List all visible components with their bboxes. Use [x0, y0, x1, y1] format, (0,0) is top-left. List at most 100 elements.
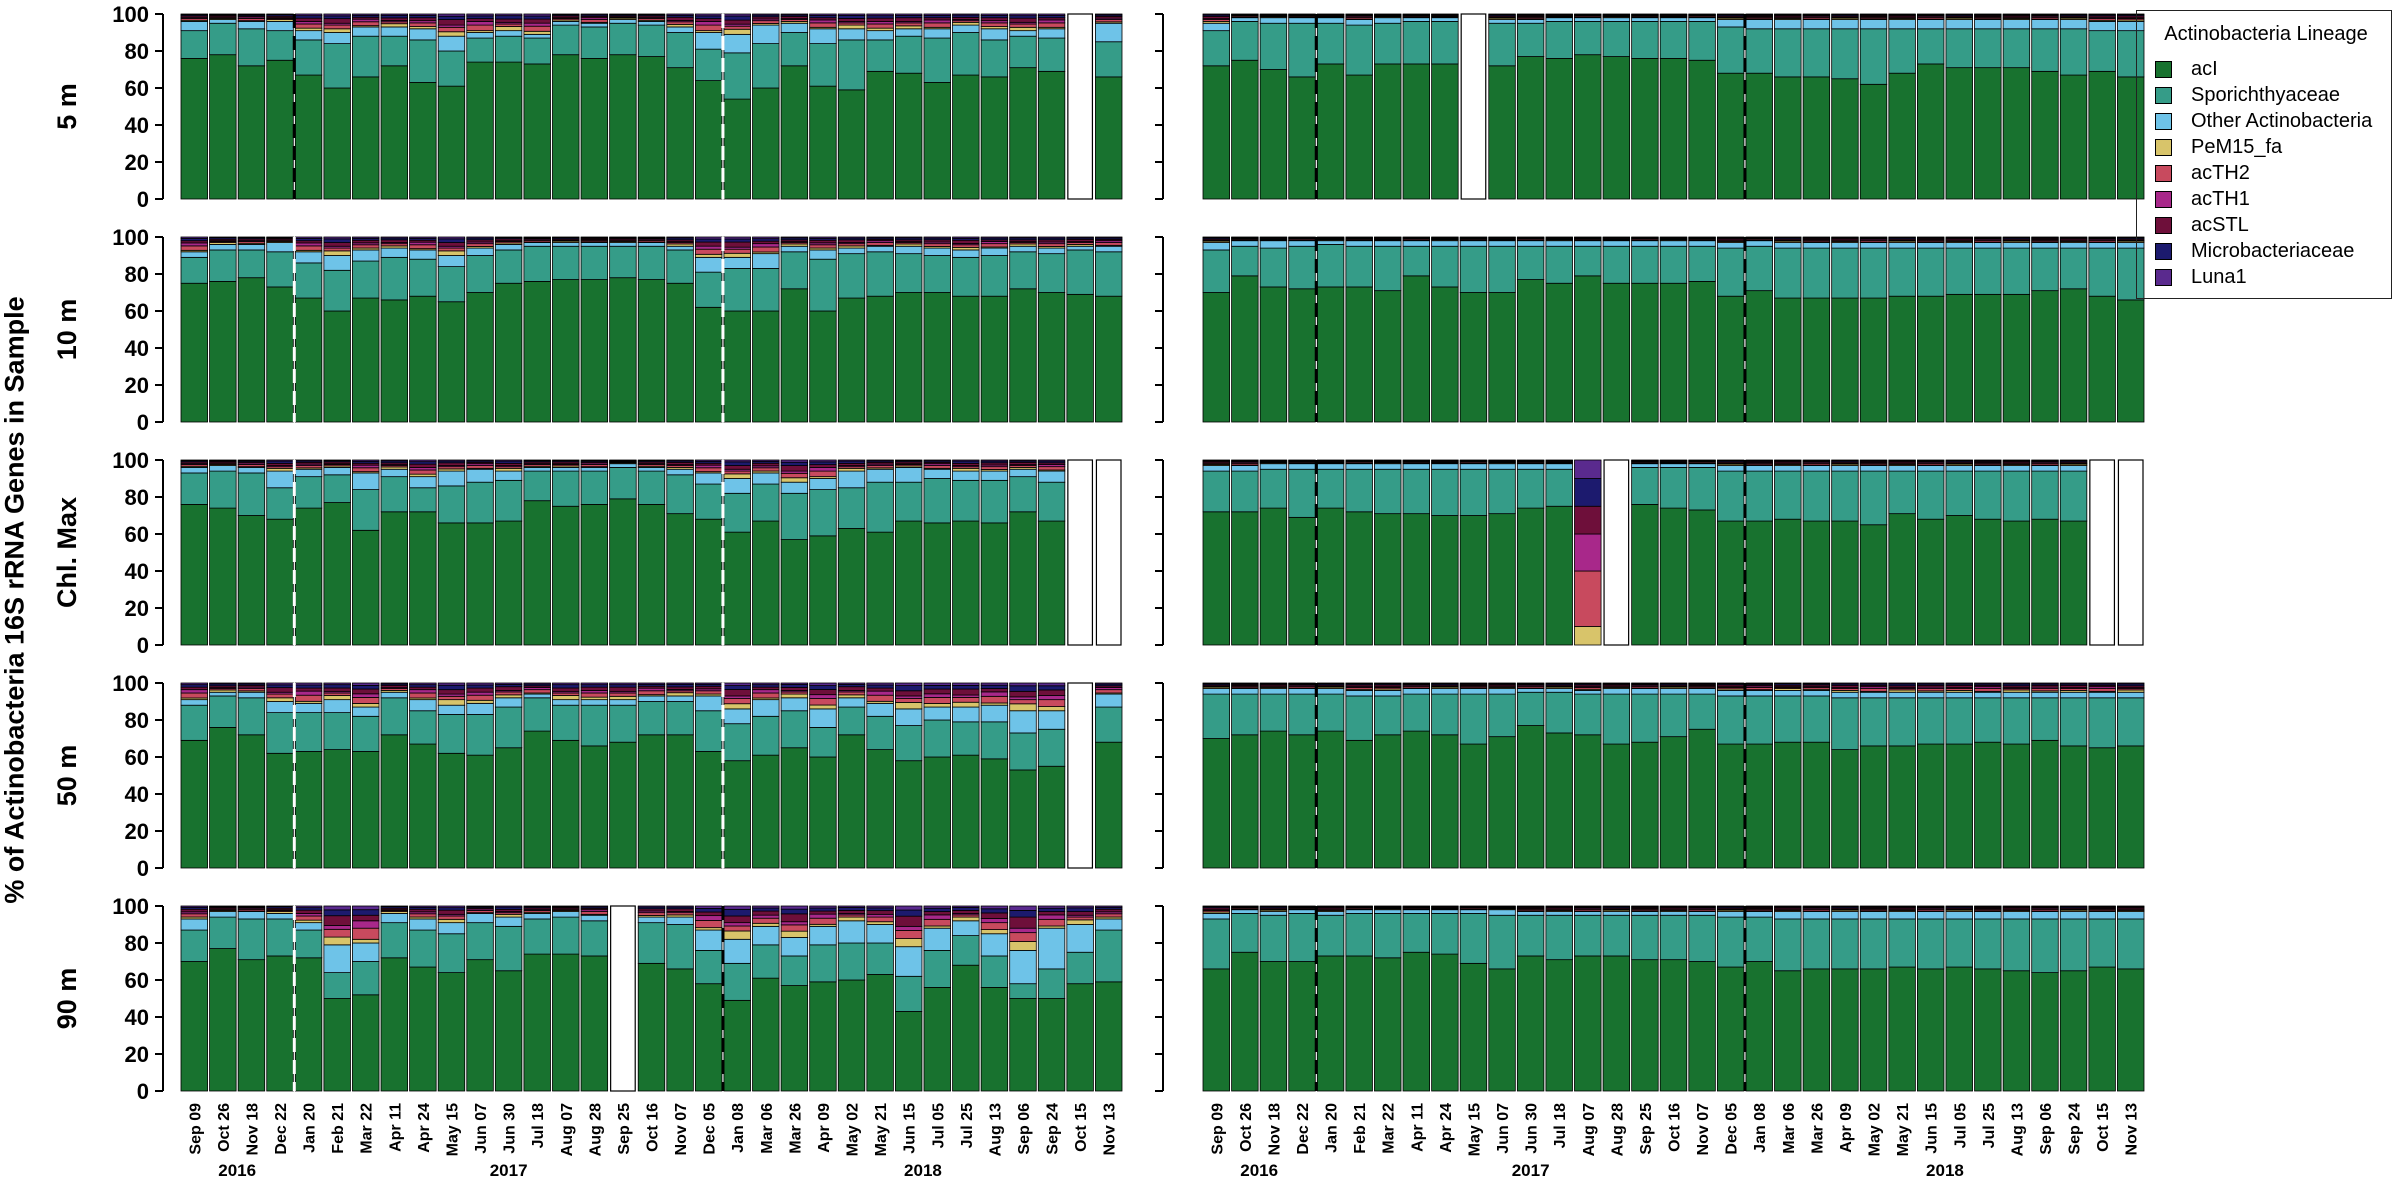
bar-segment-luna1: [752, 236, 780, 240]
bar-segment-pem15-fa: [837, 694, 866, 699]
bar-segment-aci: [466, 522, 494, 646]
bar-segment-luna1: [352, 459, 380, 462]
bar-segment-sporichthyaceae: [1259, 468, 1288, 509]
bar-segment-sporichthyaceae: [1802, 247, 1831, 299]
bar-segment-luna1: [466, 459, 494, 462]
bar-segment-sporichthyaceae: [523, 37, 551, 65]
bar-segment-other-actinobacteria: [752, 699, 780, 717]
bar-segment-sporichthyaceae: [1745, 28, 1773, 74]
bar-segment-luna1: [866, 236, 894, 239]
bar-segment-aci: [580, 279, 609, 423]
bar-segment-aci: [780, 985, 809, 1092]
bar-segment-luna1: [237, 682, 266, 685]
bar-segment-acth2: [952, 697, 980, 703]
bar-segment-other-actinobacteria: [666, 26, 694, 33]
bar-segment-aci: [1431, 63, 1459, 200]
bar-segment-luna1: [2002, 13, 2031, 15]
bar-segment-aci: [180, 503, 208, 646]
bar-segment-aci: [1945, 966, 1973, 1092]
bar-segment-sporichthyaceae: [1431, 693, 1459, 736]
bar-segment-aci: [1716, 743, 1745, 869]
bar-segment-pem15-fa: [1066, 919, 1094, 925]
bar-segment-other-actinobacteria: [1659, 240, 1688, 247]
bar-segment-aci: [866, 531, 894, 646]
bar-segment-other-actinobacteria: [1659, 911, 1688, 916]
bar-segment-acstl: [866, 910, 894, 915]
bar-segment-aci: [1459, 515, 1488, 646]
legend-swatch: [2155, 242, 2172, 260]
bar-segment-sporichthyaceae: [694, 950, 723, 985]
bar-segment-aci: [237, 65, 266, 200]
bar-segment-acth2: [809, 698, 837, 706]
bar-segment-luna1: [1916, 682, 1945, 685]
bar-segment-luna1: [209, 459, 237, 461]
bar-segment-luna1: [1774, 682, 1802, 685]
bar-segment-other-actinobacteria: [1602, 911, 1631, 916]
bar-segment-sporichthyaceae: [1374, 245, 1402, 292]
bar-segment-other-actinobacteria: [1316, 463, 1345, 470]
x-tick-label: Mar 06: [1781, 1103, 1798, 1154]
bar-segment-luna1: [694, 459, 723, 462]
bar-segment-pem15-fa: [809, 704, 837, 710]
bar-segment-aci: [609, 54, 637, 200]
bar-segment-acstl: [780, 913, 809, 923]
depth-label: Chl. Max: [52, 497, 82, 608]
bar-segment-luna1: [1831, 459, 1859, 461]
bar-segment-sporichthyaceae: [837, 39, 866, 91]
bar-segment-pem15-fa: [837, 916, 866, 922]
bar-segment-acth2: [694, 467, 723, 473]
bar-segment-pem15-fa: [266, 697, 294, 702]
bar-segment-sporichthyaceae: [1316, 914, 1345, 957]
bar-segment-acth1: [923, 914, 951, 920]
bar-segment-sporichthyaceae: [1374, 695, 1402, 736]
bar-segment-sporichthyaceae: [894, 725, 923, 762]
bar-segment-luna1: [809, 459, 837, 463]
bar-segment-sporichthyaceae: [323, 43, 351, 89]
y-tick-label: 40: [125, 559, 149, 584]
bar-segment-sporichthyaceae: [1802, 470, 1831, 522]
bar-segment-luna1: [1009, 905, 1037, 911]
bar-segment-other-actinobacteria: [294, 922, 323, 931]
bar-segment-pem15-fa: [323, 695, 351, 701]
y-tick-label: 0: [137, 1079, 149, 1104]
bar-segment-other-actinobacteria: [180, 699, 208, 706]
bar-segment-luna1: [1974, 905, 2002, 907]
bar-segment-other-actinobacteria: [637, 695, 666, 702]
bar-segment-microbacteriaceae: [780, 908, 809, 915]
legend-label: acI: [2191, 57, 2218, 80]
bar-segment-other-actinobacteria: [1774, 690, 1802, 697]
bar-segment-luna1: [1202, 13, 1230, 16]
bar-segment-other-actinobacteria: [1716, 690, 1745, 697]
bar-segment-luna1: [1095, 682, 1123, 685]
bar-segment-acstl: [752, 910, 780, 916]
bar-segment-acth2: [923, 918, 951, 927]
bar-segment-acth2: [980, 695, 1009, 704]
bar-segment-luna1: [1745, 905, 1773, 907]
bar-segment-acth2: [466, 24, 494, 32]
bar-segment-luna1: [723, 682, 751, 686]
bar-segment-pem15-fa: [894, 25, 923, 30]
bar-segment-acstl: [1009, 17, 1037, 23]
bar-segment-aci: [923, 756, 951, 869]
bar-segment-acth2: [923, 465, 951, 469]
bar-segment-sporichthyaceae: [209, 249, 237, 282]
bar-segment-aci: [1631, 58, 1659, 200]
bar-segment-luna1: [1745, 682, 1773, 685]
bar-segment-luna1: [237, 459, 266, 462]
bar-segment-aci: [1231, 511, 1259, 646]
bar-segment-luna1: [1288, 682, 1316, 684]
bar-segment-microbacteriaceae: [723, 685, 751, 690]
bar-segment-aci: [237, 515, 266, 646]
bar-segment-sporichthyaceae: [637, 24, 666, 57]
bar-segment-acth2: [894, 22, 923, 27]
x-tick-label: Oct 26: [216, 1103, 233, 1152]
bar-segment-sporichthyaceae: [894, 253, 923, 293]
bar-segment-acstl: [1009, 916, 1037, 929]
bar-segment-sporichthyaceae: [666, 924, 694, 970]
bar-segment-sporichthyaceae: [437, 50, 466, 87]
bar-segment-sporichthyaceae: [1688, 245, 1716, 282]
bar-segment-pem15-fa: [694, 253, 723, 258]
bar-segment-luna1: [1009, 13, 1037, 17]
bar-segment-sporichthyaceae: [666, 32, 694, 69]
bar-segment-luna1: [1974, 13, 2002, 15]
